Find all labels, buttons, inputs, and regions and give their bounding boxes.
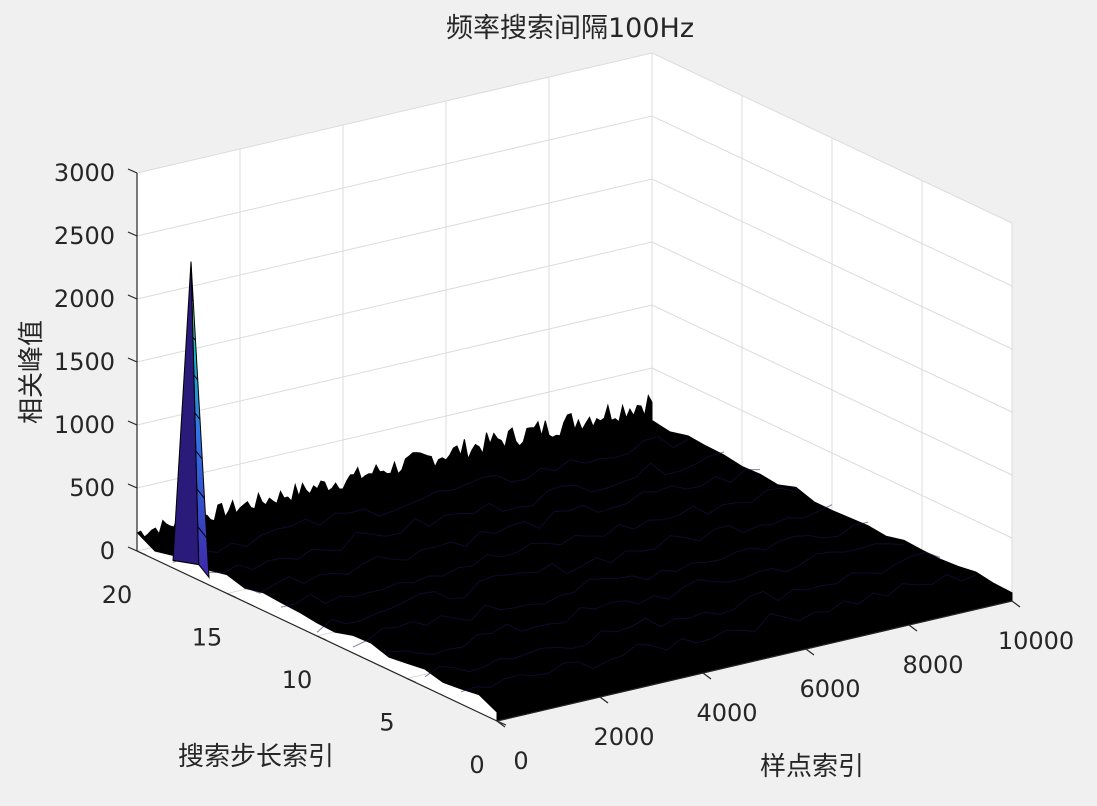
x-tick-mark: [1011, 600, 1021, 608]
y-tick-label: 20: [102, 581, 133, 609]
x-tick-label: 2000: [593, 723, 654, 751]
y-tick-mark: [226, 592, 237, 599]
mesh-row: [316, 504, 833, 633]
peak-contour: [195, 450, 203, 460]
mesh-row: [460, 573, 977, 693]
z-tick-mark: [127, 546, 138, 552]
surface-mesh: [136, 261, 1013, 722]
x-tick-mark: [599, 696, 609, 704]
y-axis-label: 搜索步长索引: [178, 742, 334, 772]
chart-title: 频率搜索间隔100Hz: [446, 13, 694, 44]
x-tick-label: 4000: [696, 699, 757, 727]
x-tick-mark: [805, 648, 815, 656]
peak-contour: [191, 299, 194, 302]
grid-line-z: [136, 52, 1013, 224]
x-axis-label: 样点索引: [760, 752, 864, 782]
z-tick-mark: [127, 357, 138, 363]
peak-contour: [197, 526, 208, 539]
mesh-row: [388, 543, 905, 656]
x-tick-label: 6000: [799, 675, 860, 703]
x-tick-mark: [702, 672, 712, 680]
z-tick-mark: [127, 420, 138, 426]
z-tick-label: 1500: [54, 348, 115, 376]
y-tick-label: 10: [282, 666, 313, 694]
x-tick-label: 8000: [902, 651, 963, 679]
peak-contour: [196, 488, 205, 499]
z-tick-mark: [127, 483, 138, 489]
peak-contour: [192, 336, 196, 341]
peak-contour: [193, 374, 199, 381]
grid-line-z: [136, 178, 1013, 350]
mesh-row: [208, 451, 725, 574]
grid-line-z: [136, 115, 1013, 287]
mesh-row: [172, 436, 689, 563]
grid-line-z: [136, 241, 1013, 413]
z-tick-label: 1000: [54, 411, 115, 439]
z-axis-label: 相关峰值: [17, 320, 47, 424]
y-tick-mark: [136, 550, 147, 556]
z-tick-mark: [127, 168, 138, 174]
mesh-row: [352, 521, 869, 648]
peak-face-side: [172, 261, 200, 566]
tick-labels: 0 2000 4000 6000 8000 10000 0 5 10 15 20 0 500 1000 15…: [54, 159, 1074, 779]
y-tick-mark: [316, 635, 327, 641]
x-tick-mark: [908, 624, 918, 632]
mesh-row: [244, 469, 760, 594]
mesh-row: [280, 487, 797, 608]
surface-body: [136, 394, 1013, 722]
z-tick-label: 2000: [54, 285, 115, 313]
x-tick-label: 10000: [998, 627, 1074, 655]
y-tick-label: 5: [379, 709, 394, 737]
z-tick-label: 0: [100, 537, 115, 565]
z-tick-label: 3000: [54, 159, 115, 187]
y-tick-mark: [496, 720, 507, 726]
grid-line-z: [136, 367, 1013, 539]
x-axis-line: [496, 600, 1013, 722]
y-tick-label: 0: [469, 751, 484, 779]
y-tick-mark: [406, 677, 417, 684]
z-tick-mark: [127, 294, 138, 300]
z-tick-label: 2500: [54, 222, 115, 250]
x-tick-label: 0: [513, 747, 528, 775]
grid-line-z: [136, 304, 1013, 476]
peak-contour: [194, 412, 201, 420]
z-tick-label: 500: [69, 474, 115, 502]
mesh-row: [424, 551, 941, 678]
z-tick-mark: [127, 231, 138, 237]
y-tick-label: 15: [192, 624, 223, 652]
